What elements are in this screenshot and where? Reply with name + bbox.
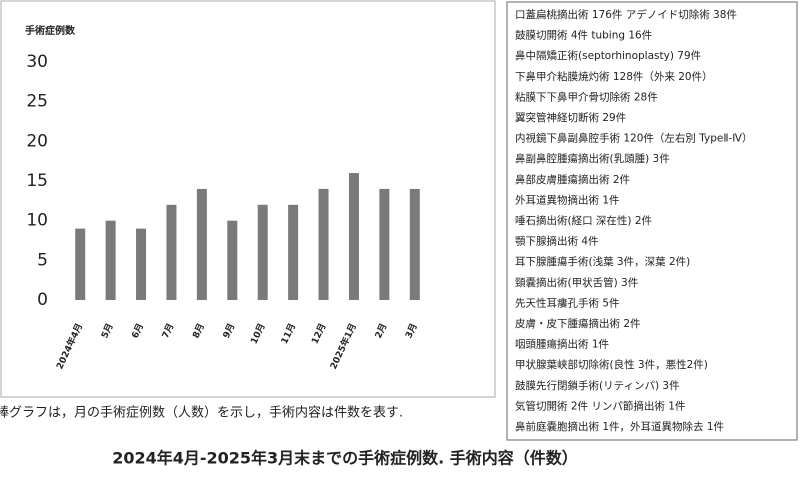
x-tick-label: 2月 — [373, 322, 389, 340]
bar — [288, 204, 299, 300]
bar — [257, 204, 268, 300]
x-tick-label: 3月 — [403, 322, 419, 340]
bar — [318, 188, 329, 300]
procedure-item: 鼓膜先行閉鎖手術(リティンパ) 3件 — [515, 379, 680, 392]
bar — [75, 228, 86, 300]
procedure-item: 鼻前庭嚢胞摘出術 1件，外耳道異物除去 1件 — [515, 420, 724, 433]
x-tick-label: 2025年1月 — [327, 321, 359, 371]
procedure-item: 粘膜下下鼻甲介骨切除術 28件 — [515, 90, 658, 103]
procedure-item: 唾石摘出術(経口 深在性) 2件 — [515, 214, 652, 227]
figure-title: 2024年4月-2025年3月末までの手術症例数. 手術内容（件数） — [112, 449, 578, 468]
procedure-item: 先天性耳瘻孔手術 5件 — [515, 296, 620, 309]
bar — [196, 188, 207, 300]
procedure-item: 鼻副鼻腔腫瘍摘出術(乳頭腫) 3件 — [515, 152, 670, 165]
x-tick-label: 10月 — [249, 322, 268, 346]
y-tick-label: 30 — [26, 52, 48, 72]
procedure-item: 口蓋扁桃摘出術 176件 アデノイド切除術 38件 — [515, 8, 737, 21]
procedure-item: 気管切開術 2件 リンパ節摘出術 1件 — [515, 399, 685, 412]
list-frame — [506, 1, 798, 441]
x-tick-label: 5月 — [99, 322, 115, 340]
bar — [348, 173, 359, 300]
bar — [409, 188, 420, 300]
y-tick-label: 5 — [37, 250, 48, 270]
procedure-item: 皮膚・皮下腫瘍摘出術 2件 — [515, 317, 641, 330]
bar — [105, 220, 116, 300]
y-tick-label: 10 — [26, 211, 48, 231]
procedure-item: 頸嚢摘出術(甲状舌管) 3件 — [515, 276, 638, 289]
y-tick-label: 25 — [26, 92, 48, 112]
x-tick-label: 7月 — [160, 322, 176, 340]
bar — [136, 228, 147, 300]
procedure-item: 内視鏡下鼻副鼻腔手術 120件（左右別 TypeⅡ-Ⅳ） — [515, 132, 752, 145]
chart-frame — [0, 0, 496, 398]
procedure-item: 翼突管神経切断術 29件 — [515, 111, 626, 124]
bar — [166, 204, 177, 300]
bar — [379, 188, 390, 300]
y-axis-label: 手術症例数 — [25, 24, 76, 37]
x-tick-label: 8月 — [190, 322, 206, 340]
procedure-item: 鼻部皮膚腫瘍摘出術 2件 — [515, 173, 630, 186]
y-tick-label: 15 — [26, 171, 48, 191]
x-tick-label: 9月 — [221, 322, 237, 340]
procedure-item: 下鼻甲介粘膜焼灼術 128件（外来 20件） — [515, 70, 713, 83]
x-tick-label: 2024年4月 — [53, 321, 85, 371]
procedure-item: 鼻中隔矯正術(septorhinoplasty) 79件 — [515, 49, 701, 62]
y-tick-label: 20 — [26, 131, 48, 151]
x-tick-label: 12月 — [309, 322, 328, 346]
procedure-item: 顎下腺摘出術 4件 — [515, 235, 599, 248]
procedure-item: 外耳道異物摘出術 1件 — [515, 193, 620, 206]
x-tick-label: 6月 — [130, 322, 146, 340]
procedure-item: 耳下腺腫瘍手術(浅葉 3件，深葉 2件) — [515, 255, 690, 268]
x-tick-label: 11月 — [279, 322, 298, 346]
caption: 棒グラフは，月の手術症例数（人数）を示し，手術内容は件数を表す. — [0, 405, 403, 421]
procedure-item: 咽頭腫瘍摘出術 1件 — [515, 338, 609, 351]
procedure-item: 甲状腺葉峡部切除術(良性 3件，悪性2件) — [515, 358, 708, 371]
procedure-item: 鼓膜切開術 4件 tubing 16件 — [515, 29, 652, 42]
y-tick-label: 0 — [37, 290, 48, 310]
bar — [227, 220, 238, 300]
